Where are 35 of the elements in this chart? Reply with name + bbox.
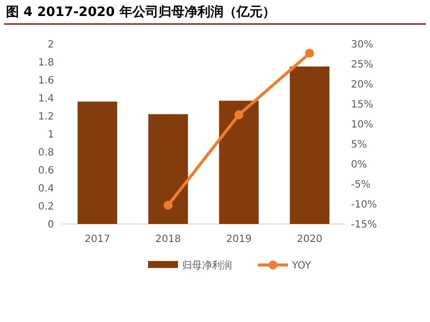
bar: [148, 114, 188, 224]
y-tick-label: 1.2: [38, 112, 54, 122]
y2-tick-label: 20%: [351, 80, 374, 90]
legend-label: 归母净利润: [182, 260, 232, 272]
y2-tick-label: 30%: [351, 40, 374, 50]
legend-label: YOY: [291, 260, 312, 272]
y-tick-label: 2: [48, 40, 54, 50]
x-tick-label: 2019: [226, 234, 252, 245]
y-tick-label: 1.4: [38, 94, 54, 104]
x-tick-label: 2020: [296, 234, 322, 245]
point: [164, 200, 173, 210]
bar: [219, 100, 259, 224]
y2-tick-label: 0%: [351, 160, 367, 170]
x-tick-label: 2018: [155, 234, 181, 245]
point: [234, 110, 244, 120]
y-tick-label: 0.8: [38, 148, 54, 158]
y2-tick-label: -15%: [351, 220, 377, 230]
y-tick-label: 0.2: [38, 202, 54, 212]
bar: [290, 66, 330, 224]
y2-tick-label: 15%: [351, 100, 374, 110]
y-tick-label: 1.6: [38, 76, 54, 86]
y-tick-label: 0.6: [38, 166, 54, 176]
y2-tick-label: 25%: [351, 60, 374, 70]
bar: [78, 102, 118, 224]
y-tick-label: 1.8: [38, 58, 54, 68]
y-tick-label: 1: [48, 130, 54, 140]
y2-tick-label: -5%: [351, 180, 370, 190]
chart-title: 图 4 2017-2020 年公司归母净利润（亿元）: [6, 4, 276, 20]
y-tick-label: 0.4: [38, 184, 54, 194]
x-tick-label: 2017: [84, 234, 110, 245]
y2-tick-label: 5%: [351, 140, 367, 150]
y-tick-label: 0: [48, 220, 54, 230]
y2-tick-label: 10%: [351, 120, 374, 130]
point: [305, 48, 314, 58]
y2-tick-label: -10%: [351, 200, 377, 210]
